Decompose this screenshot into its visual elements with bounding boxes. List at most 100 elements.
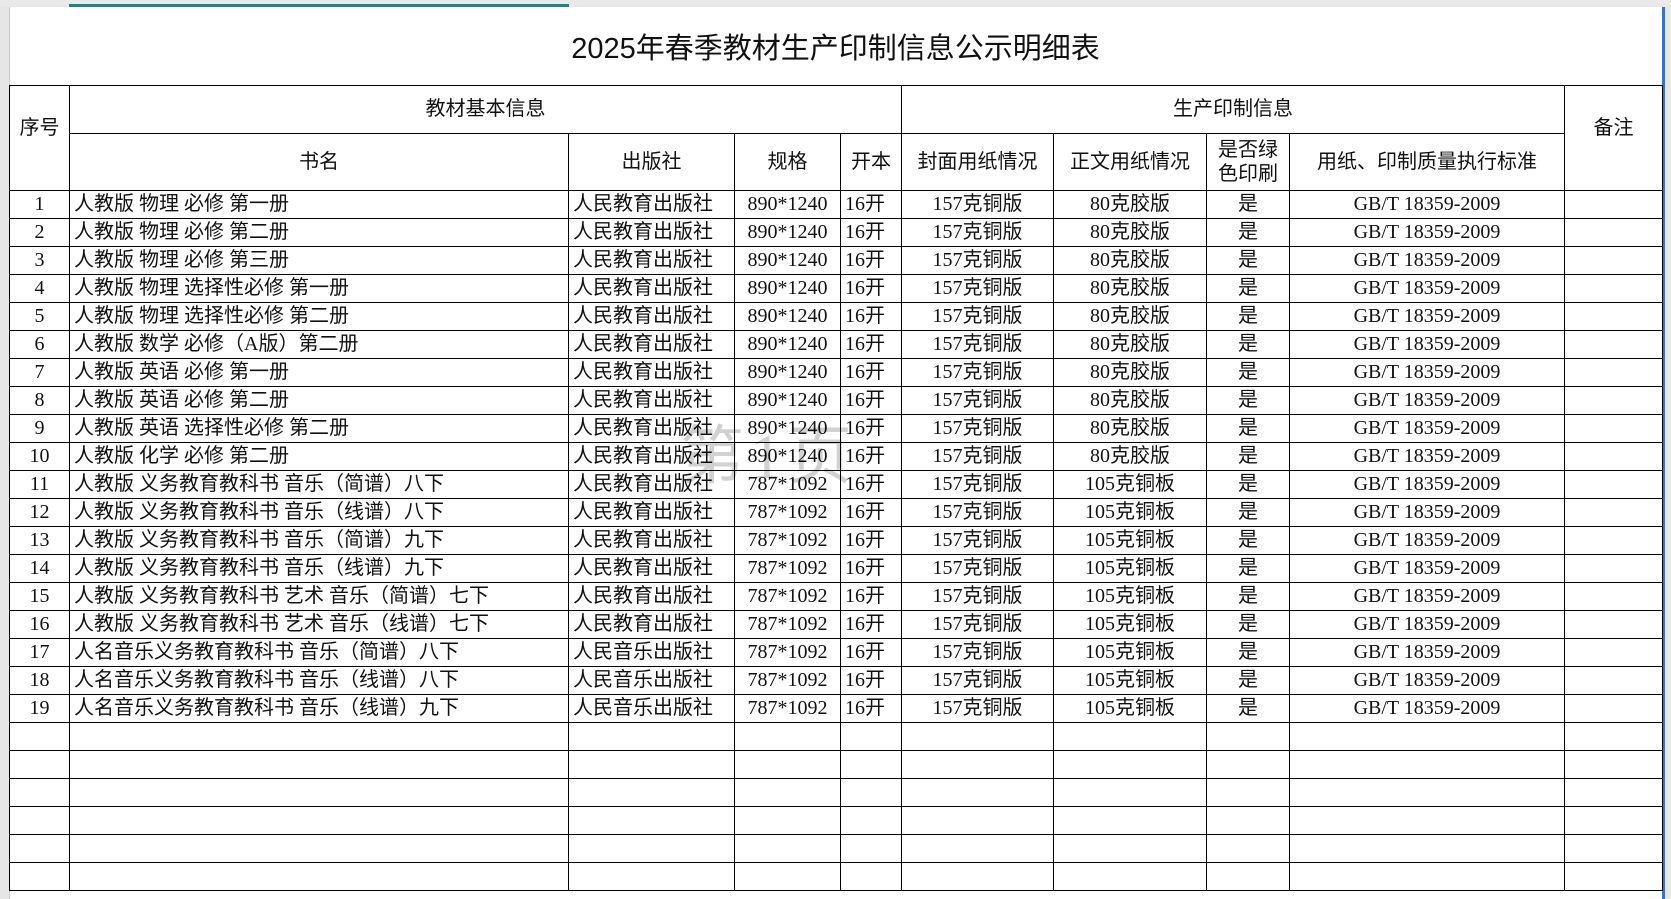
empty-cell[interactable] — [840, 778, 902, 807]
empty-cell[interactable] — [1564, 722, 1663, 751]
cell-body[interactable]: 105克铜板 — [1053, 610, 1207, 639]
cell-cover[interactable]: 157克铜版 — [901, 610, 1054, 639]
empty-cell[interactable] — [69, 862, 569, 891]
cell-format[interactable]: 16开 — [840, 330, 902, 359]
cell-spec[interactable]: 787*1092 — [734, 498, 841, 527]
cell-green[interactable]: 是 — [1206, 470, 1290, 499]
empty-cell[interactable] — [901, 806, 1054, 835]
cell-body[interactable]: 105克铜板 — [1053, 526, 1207, 555]
empty-cell[interactable] — [9, 778, 70, 807]
empty-cell[interactable] — [69, 722, 569, 751]
cell-format[interactable]: 16开 — [840, 610, 902, 639]
empty-cell[interactable] — [568, 834, 735, 863]
empty-cell[interactable] — [1289, 862, 1565, 891]
cell-green[interactable]: 是 — [1206, 442, 1290, 471]
empty-cell[interactable] — [1053, 750, 1207, 779]
empty-cell[interactable] — [69, 750, 569, 779]
empty-cell[interactable] — [9, 834, 70, 863]
cell-green[interactable]: 是 — [1206, 190, 1290, 219]
cell-green[interactable]: 是 — [1206, 498, 1290, 527]
cell-book[interactable]: 人教版 英语 必修 第一册 — [69, 358, 569, 387]
cell-format[interactable]: 16开 — [840, 414, 902, 443]
cell-seq[interactable]: 14 — [9, 554, 70, 583]
cell-seq[interactable]: 19 — [9, 694, 70, 723]
cell-publisher[interactable]: 人民教育出版社 — [568, 274, 735, 303]
cell-seq[interactable]: 1 — [9, 190, 70, 219]
cell-format[interactable]: 16开 — [840, 442, 902, 471]
cell-body[interactable]: 80克胶版 — [1053, 246, 1207, 275]
cell-remark[interactable] — [1564, 190, 1663, 219]
cell-green[interactable]: 是 — [1206, 554, 1290, 583]
empty-cell[interactable] — [1206, 834, 1290, 863]
cell-green[interactable]: 是 — [1206, 274, 1290, 303]
cell-body[interactable]: 105克铜板 — [1053, 498, 1207, 527]
empty-cell[interactable] — [9, 862, 70, 891]
empty-cell[interactable] — [1564, 834, 1663, 863]
cell-body[interactable]: 105克铜板 — [1053, 582, 1207, 611]
cell-body[interactable]: 80克胶版 — [1053, 302, 1207, 331]
cell-standard[interactable]: GB/T 18359-2009 — [1289, 330, 1565, 359]
cell-spec[interactable]: 787*1092 — [734, 610, 841, 639]
cell-remark[interactable] — [1564, 246, 1663, 275]
cell-seq[interactable]: 17 — [9, 638, 70, 667]
cell-publisher[interactable]: 人民教育出版社 — [568, 610, 735, 639]
header-group-print[interactable]: 生产印制信息 — [901, 85, 1565, 134]
cell-standard[interactable]: GB/T 18359-2009 — [1289, 218, 1565, 247]
cell-cover[interactable]: 157克铜版 — [901, 526, 1054, 555]
cell-spec[interactable]: 787*1092 — [734, 638, 841, 667]
cell-seq[interactable]: 10 — [9, 442, 70, 471]
cell-standard[interactable]: GB/T 18359-2009 — [1289, 526, 1565, 555]
cell-standard[interactable]: GB/T 18359-2009 — [1289, 638, 1565, 667]
empty-cell[interactable] — [1053, 806, 1207, 835]
cell-cover[interactable]: 157克铜版 — [901, 358, 1054, 387]
cell-seq[interactable]: 16 — [9, 610, 70, 639]
cell-book[interactable]: 人教版 英语 必修 第二册 — [69, 386, 569, 415]
cell-format[interactable]: 16开 — [840, 498, 902, 527]
cell-publisher[interactable]: 人民教育出版社 — [568, 302, 735, 331]
cell-book[interactable]: 人名音乐义务教育教科书 音乐（简谱）八下 — [69, 638, 569, 667]
empty-cell[interactable] — [1053, 862, 1207, 891]
cell-spec[interactable]: 787*1092 — [734, 470, 841, 499]
cell-seq[interactable]: 11 — [9, 470, 70, 499]
empty-cell[interactable] — [840, 806, 902, 835]
cell-publisher[interactable]: 人民教育出版社 — [568, 554, 735, 583]
cell-remark[interactable] — [1564, 218, 1663, 247]
cell-cover[interactable]: 157克铜版 — [901, 694, 1054, 723]
cell-remark[interactable] — [1564, 330, 1663, 359]
cell-body[interactable]: 105克铜板 — [1053, 694, 1207, 723]
cell-standard[interactable]: GB/T 18359-2009 — [1289, 274, 1565, 303]
cell-body[interactable]: 80克胶版 — [1053, 190, 1207, 219]
cell-spec[interactable]: 890*1240 — [734, 358, 841, 387]
cell-remark[interactable] — [1564, 302, 1663, 331]
cell-standard[interactable]: GB/T 18359-2009 — [1289, 694, 1565, 723]
cell-remark[interactable] — [1564, 442, 1663, 471]
cell-publisher[interactable]: 人民教育出版社 — [568, 526, 735, 555]
cell-spec[interactable]: 890*1240 — [734, 386, 841, 415]
cell-format[interactable]: 16开 — [840, 386, 902, 415]
cell-publisher[interactable]: 人民教育出版社 — [568, 358, 735, 387]
cell-cover[interactable]: 157克铜版 — [901, 274, 1054, 303]
cell-format[interactable]: 16开 — [840, 470, 902, 499]
cell-body[interactable]: 105克铜板 — [1053, 638, 1207, 667]
cell-remark[interactable] — [1564, 610, 1663, 639]
cell-standard[interactable]: GB/T 18359-2009 — [1289, 246, 1565, 275]
empty-cell[interactable] — [901, 778, 1054, 807]
cell-green[interactable]: 是 — [1206, 414, 1290, 443]
header-format[interactable]: 开本 — [840, 133, 902, 191]
cell-remark[interactable] — [1564, 386, 1663, 415]
cell-publisher[interactable]: 人民教育出版社 — [568, 470, 735, 499]
cell-spec[interactable]: 890*1240 — [734, 190, 841, 219]
cell-cover[interactable]: 157克铜版 — [901, 190, 1054, 219]
cell-green[interactable]: 是 — [1206, 694, 1290, 723]
cell-seq[interactable]: 4 — [9, 274, 70, 303]
cell-cover[interactable]: 157克铜版 — [901, 330, 1054, 359]
cell-publisher[interactable]: 人民教育出版社 — [568, 246, 735, 275]
cell-format[interactable]: 16开 — [840, 526, 902, 555]
cell-format[interactable]: 16开 — [840, 694, 902, 723]
cell-cover[interactable]: 157克铜版 — [901, 414, 1054, 443]
cell-body[interactable]: 80克胶版 — [1053, 358, 1207, 387]
cell-body[interactable]: 80克胶版 — [1053, 218, 1207, 247]
cell-green[interactable]: 是 — [1206, 666, 1290, 695]
empty-cell[interactable] — [734, 778, 841, 807]
cell-standard[interactable]: GB/T 18359-2009 — [1289, 190, 1565, 219]
